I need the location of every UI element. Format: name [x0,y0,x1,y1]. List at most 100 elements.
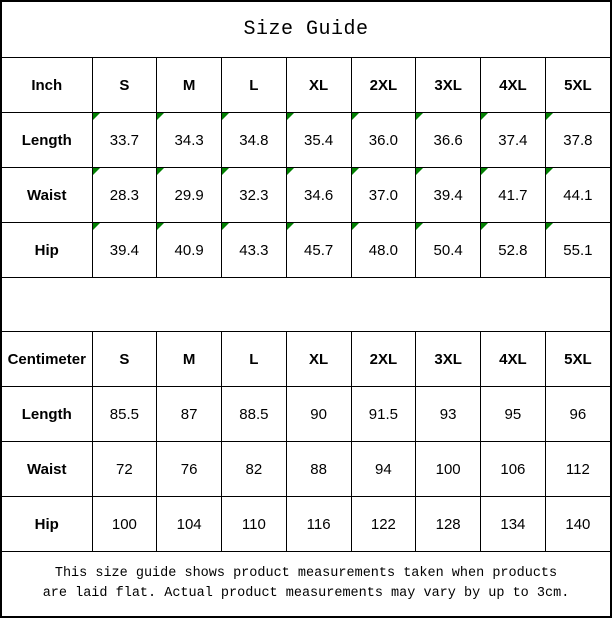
flag-triangle-icon [222,113,229,120]
flag-triangle-icon [92,113,100,120]
value-cell: 41.7 [480,167,546,223]
table-row: Length 33.7 34.3 34.8 35.4 36.0 36.6 37.4 37.8 [2,112,610,168]
flag-triangle-icon [157,113,165,120]
value-cell: 44.1 [544,167,610,223]
value-cell: 93 [415,386,481,442]
value-cell: 37.8 [544,112,610,168]
size-header-cell: 4XL [480,332,546,387]
flag-triangle-icon [481,113,488,120]
flag-triangle-icon [416,113,424,120]
size-header-cell: L [221,58,287,113]
row-label-cell: Length [2,386,93,442]
value-cell: 88.5 [221,386,287,442]
value-cell: 100 [91,496,158,551]
row-label-cell: Waist [2,167,93,223]
value-cell: 39.4 [415,167,481,223]
value-cell: 95 [480,386,546,442]
size-header-cell: 2XL [350,58,417,113]
value-cell: 90 [285,386,352,442]
flag-triangle-icon [157,223,165,230]
table-row: Hip 100 104 110 116 122 128 134 140 [2,496,610,551]
flag-triangle-icon [287,223,294,230]
value-cell: 106 [480,441,546,497]
value-cell: 76 [156,441,222,497]
table-row: Waist 72 76 82 88 94 100 106 112 [2,441,610,497]
value-cell: 85.5 [91,386,158,442]
value-cell: 91.5 [350,386,417,442]
table-spacer [2,277,610,332]
flag-triangle-icon [416,168,424,175]
value-cell: 52.8 [480,222,546,277]
value-cell: 34.3 [156,112,222,168]
flag-triangle-icon [287,113,294,120]
value-cell: 104 [156,496,222,551]
size-header-cell: XL [285,332,352,387]
value-cell: 43.3 [221,222,287,277]
size-header-cell: S [91,332,158,387]
size-header-cell: 3XL [415,332,481,387]
value-cell: 82 [221,441,287,497]
value-cell: 55.1 [544,222,610,277]
value-cell: 45.7 [285,222,352,277]
row-label-cell: Hip [2,222,93,277]
footer-note: This size guide shows product measuremen… [2,551,610,616]
table-row: Length 85.5 87 88.5 90 91.5 93 95 96 [2,386,610,442]
row-label-cell: Waist [2,441,93,497]
value-cell: 28.3 [91,167,158,223]
size-header-cell: 3XL [415,58,481,113]
flag-triangle-icon [287,168,294,175]
size-header-cell: 2XL [350,332,417,387]
value-cell: 72 [91,441,158,497]
value-cell: 37.4 [480,112,546,168]
size-header-cell: M [156,58,222,113]
table-row: Waist 28.3 29.9 32.3 34.6 37.0 39.4 41.7 44.1 [2,167,610,223]
value-cell: 116 [285,496,352,551]
value-cell: 50.4 [415,222,481,277]
flag-triangle-icon [222,223,229,230]
value-cell: 36.0 [350,112,417,168]
size-header-cell: 4XL [480,58,546,113]
flag-triangle-icon [222,168,229,175]
value-cell: 40.9 [156,222,222,277]
value-cell: 39.4 [91,222,158,277]
size-header-cell: M [156,332,222,387]
flag-triangle-icon [92,223,100,230]
header-row: Inch S M L XL 2XL 3XL 4XL 5XL [2,58,610,113]
value-cell: 134 [480,496,546,551]
value-cell: 34.6 [285,167,352,223]
flag-triangle-icon [351,223,359,230]
unit-header-cell: Centimeter [2,332,93,387]
value-cell: 94 [350,441,417,497]
value-cell: 48.0 [350,222,417,277]
flag-triangle-icon [481,223,488,230]
value-cell: 32.3 [221,167,287,223]
flag-triangle-icon [546,168,553,175]
row-label-cell: Hip [2,496,93,551]
flag-triangle-icon [416,223,424,230]
size-header-cell: XL [285,58,352,113]
size-header-cell: S [91,58,158,113]
flag-triangle-icon [546,223,553,230]
size-header-cell: 5XL [544,332,610,387]
flag-triangle-icon [157,168,165,175]
flag-triangle-icon [546,113,553,120]
table-row: Hip 39.4 40.9 43.3 45.7 48.0 50.4 52.8 55.1 [2,222,610,277]
header-row: Centimeter S M L XL 2XL 3XL 4XL 5XL [2,332,610,387]
value-cell: 34.8 [221,112,287,168]
value-cell: 100 [415,441,481,497]
flag-triangle-icon [481,168,488,175]
footer-note-line-2: are laid flat. Actual product measuremen… [42,586,570,601]
flag-triangle-icon [351,168,359,175]
value-cell: 110 [221,496,287,551]
flag-triangle-icon [351,113,359,120]
value-cell: 112 [544,441,610,497]
unit-header-cell: Inch [2,58,93,113]
value-cell: 88 [285,441,352,497]
inch-size-table: Inch S M L XL 2XL 3XL 4XL 5XL Length 33.7 34.3 34.8 3… [2,58,610,277]
value-cell: 35.4 [285,112,352,168]
value-cell: 128 [415,496,481,551]
size-header-cell: L [221,332,287,387]
value-cell: 140 [544,496,610,551]
